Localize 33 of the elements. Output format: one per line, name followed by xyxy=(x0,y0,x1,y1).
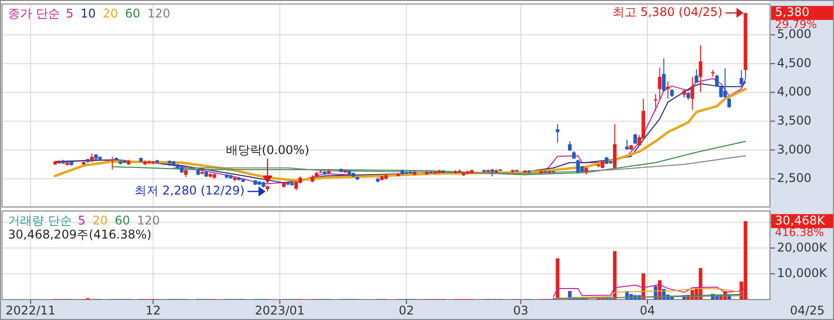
x-tick-label: 12 xyxy=(146,303,161,318)
text: 120 xyxy=(137,213,160,228)
text: 10 xyxy=(80,6,96,20)
text: 416.38% xyxy=(775,226,824,240)
text: 5 xyxy=(78,213,86,228)
text: 20 xyxy=(102,6,118,20)
annotation: 배당락(0.00%) xyxy=(226,142,310,157)
x-tick-label: 03 xyxy=(513,303,528,318)
text: 20 xyxy=(92,213,108,228)
text: 60 xyxy=(114,213,130,228)
annotation: 최저 2,280 (12/29) xyxy=(134,184,245,198)
text: 120 xyxy=(147,6,170,20)
y-tick-label: 3,000 xyxy=(777,142,812,156)
x-tick-label: 2023/01 xyxy=(254,303,305,318)
text: 60 xyxy=(125,6,140,20)
text: 5 xyxy=(66,6,74,20)
y-tick-label: 3,500 xyxy=(777,113,812,128)
legend-title: 종가 단순 xyxy=(8,6,60,20)
y-tick-label: 2,500 xyxy=(777,171,812,186)
x-tick-label: 2022/11 xyxy=(6,303,56,318)
y-tick-label: 4,500 xyxy=(777,56,812,70)
text: 30,468K xyxy=(775,213,826,228)
y-tick-label: 20,000K xyxy=(777,240,828,254)
y-tick-label: 4,000 xyxy=(777,84,812,99)
annotation: 최고 5,380 (04/25) xyxy=(612,5,722,20)
y-tick-label: 5,000 xyxy=(777,27,812,42)
text: 30,468,209주(416.38%) xyxy=(8,227,152,242)
text: 04/25 xyxy=(790,303,825,318)
text: 5,380 xyxy=(775,5,810,20)
y-tick-label: 10,000K xyxy=(777,266,828,280)
x-tick-label: 04 xyxy=(640,303,656,318)
x-tick-label: 02 xyxy=(398,303,414,318)
legend-title: 거래량 단순 xyxy=(8,213,72,228)
